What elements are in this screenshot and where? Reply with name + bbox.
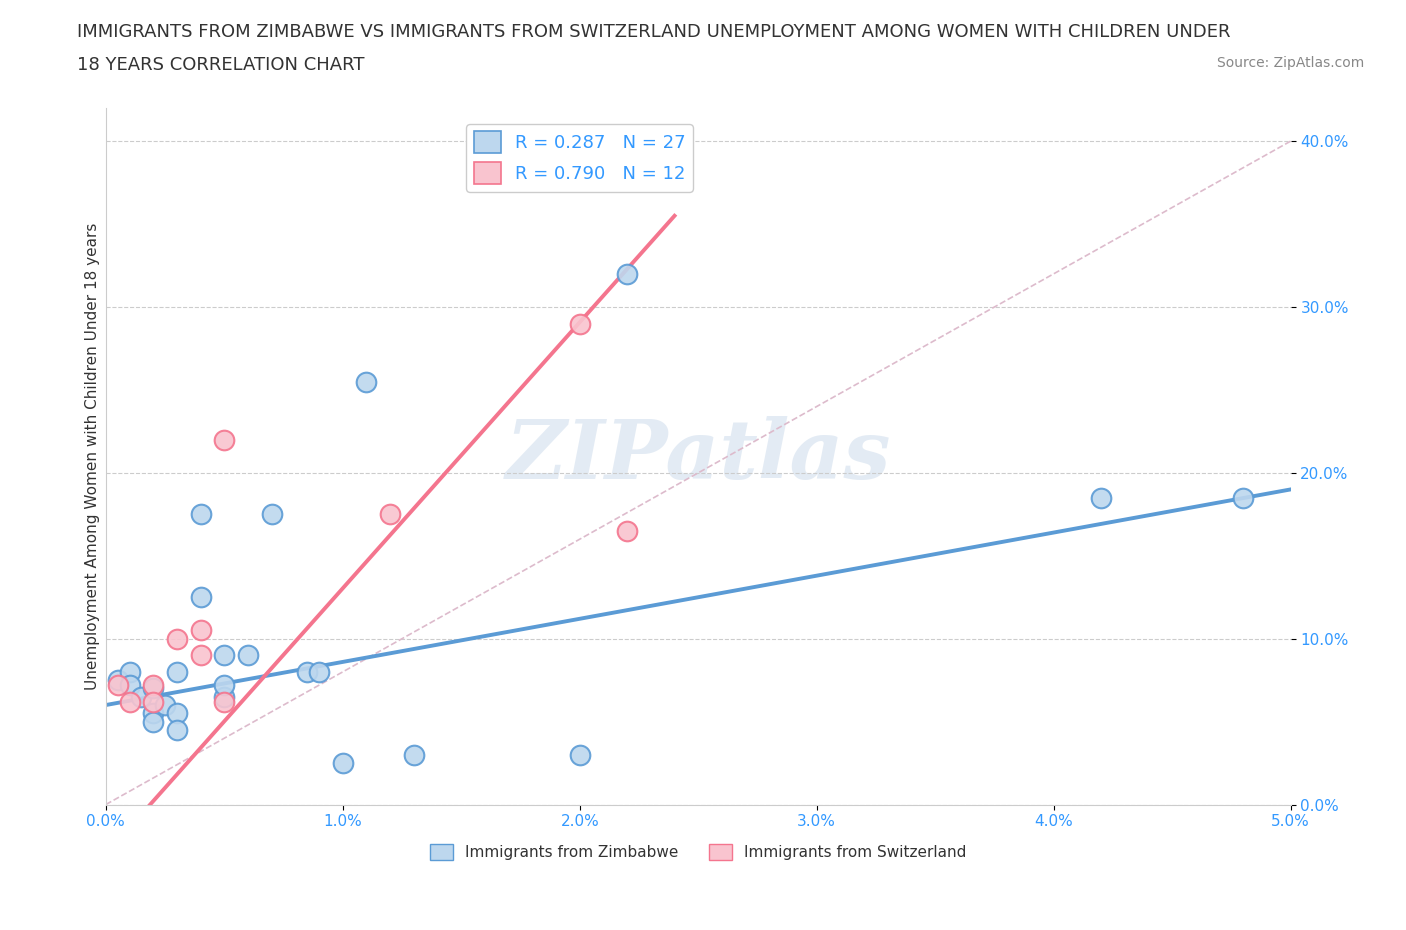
Point — [118, 695, 141, 710]
Point — [142, 678, 165, 693]
Point — [166, 706, 188, 721]
Point — [190, 648, 212, 663]
Point — [568, 316, 591, 331]
Point — [260, 507, 283, 522]
Point — [107, 672, 129, 687]
Point — [118, 664, 141, 679]
Point — [190, 590, 212, 604]
Point — [236, 648, 259, 663]
Point — [308, 664, 330, 679]
Point — [166, 723, 188, 737]
Point — [214, 648, 236, 663]
Point — [214, 432, 236, 447]
Point — [190, 507, 212, 522]
Text: Source: ZipAtlas.com: Source: ZipAtlas.com — [1216, 56, 1364, 70]
Point — [214, 695, 236, 710]
Point — [380, 507, 402, 522]
Point — [1090, 490, 1112, 505]
Text: 18 YEARS CORRELATION CHART: 18 YEARS CORRELATION CHART — [77, 56, 364, 73]
Point — [166, 631, 188, 646]
Point — [214, 689, 236, 704]
Text: ZIPatlas: ZIPatlas — [506, 417, 891, 497]
Point — [142, 695, 165, 710]
Point — [153, 698, 176, 712]
Y-axis label: Unemployment Among Women with Children Under 18 years: Unemployment Among Women with Children U… — [86, 222, 100, 690]
Point — [297, 664, 319, 679]
Point — [356, 374, 378, 389]
Point — [131, 689, 153, 704]
Legend: Immigrants from Zimbabwe, Immigrants from Switzerland: Immigrants from Zimbabwe, Immigrants fro… — [423, 838, 973, 867]
Point — [402, 748, 425, 763]
Point — [616, 524, 638, 538]
Point — [118, 678, 141, 693]
Text: IMMIGRANTS FROM ZIMBABWE VS IMMIGRANTS FROM SWITZERLAND UNEMPLOYMENT AMONG WOMEN: IMMIGRANTS FROM ZIMBABWE VS IMMIGRANTS F… — [77, 23, 1230, 41]
Point — [142, 706, 165, 721]
Point — [166, 664, 188, 679]
Point — [616, 266, 638, 281]
Point — [190, 623, 212, 638]
Point — [568, 748, 591, 763]
Point — [142, 714, 165, 729]
Point — [1232, 490, 1254, 505]
Point — [332, 756, 354, 771]
Point — [214, 678, 236, 693]
Point — [107, 678, 129, 693]
Point — [142, 681, 165, 696]
